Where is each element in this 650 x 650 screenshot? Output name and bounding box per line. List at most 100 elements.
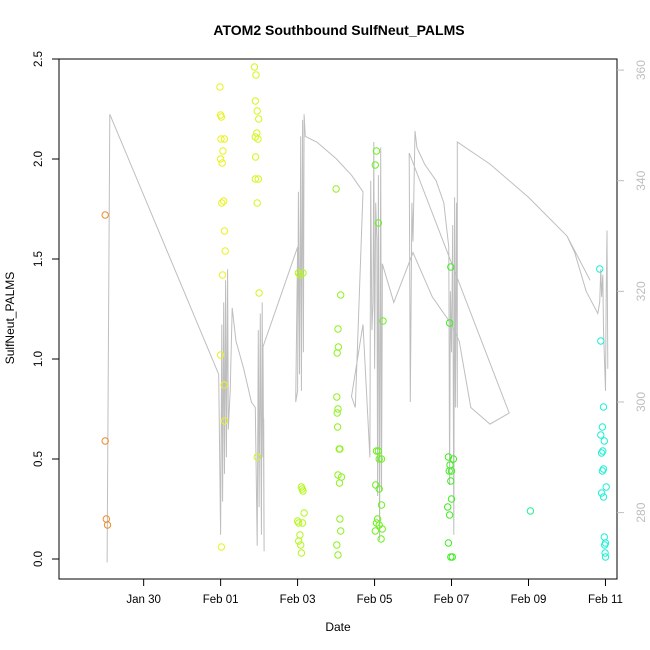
data-point [597,489,606,497]
x-tick-label: Feb 09 [511,594,547,606]
data-point [220,417,229,425]
data-point [447,477,455,485]
data-point [217,113,226,121]
data-point [253,453,261,461]
y-tick-label: 0.5 [33,451,45,467]
data-point [444,539,453,547]
data-point [447,467,456,475]
data-point [444,453,453,461]
y-tick-label: 1.0 [33,351,45,367]
data-point [375,455,383,463]
data-point [377,535,385,543]
data-point [251,153,260,161]
data-point [293,517,302,525]
data-point [103,521,112,529]
data-point [251,175,260,183]
data-point [217,135,225,143]
y2-tick-label: 300 [634,392,648,412]
data-point [377,501,386,509]
y-axis-left: 0.0 0.5 1.0 1.5 2.0 2.5 [33,51,59,567]
data-point [371,161,379,169]
data-point [297,549,306,557]
x-axis: Jan 30 Feb 01 Feb 03 Feb 05 Feb 07 Feb 09 Feb … [126,578,623,606]
data-point [597,431,605,439]
data-point [297,541,305,549]
data-point [220,227,229,235]
y-tick-label: 0.0 [33,551,45,567]
data-point [216,155,225,163]
data-point [377,455,386,463]
data-point [253,199,261,207]
data-point [597,337,605,345]
data-point [334,343,343,351]
x-tick-label: Feb 05 [357,594,393,606]
data-point [219,147,227,155]
data-point [447,263,455,271]
data-point [218,199,226,207]
y-tick-label: 2.5 [33,51,45,67]
data-point [296,531,304,539]
data-point [447,553,455,561]
data-point [374,219,383,227]
x-tick-label: Feb 03 [280,594,316,606]
data-point [334,405,342,413]
data-point [600,533,608,541]
data-point [375,485,383,493]
data-point [445,511,454,519]
y2-tick-label: 280 [634,502,648,522]
data-point [251,97,260,105]
secondary-trace-line [106,114,609,563]
data-point [601,549,609,557]
data-point [253,107,261,115]
data-point [220,197,228,205]
data-point [220,135,229,143]
data-point [336,445,344,453]
data-point [334,325,342,333]
data-point [447,495,456,503]
data-point [332,185,340,193]
data-point [333,409,341,417]
data-point [216,351,225,359]
data-point [371,527,379,535]
data-point [601,553,610,561]
data-point [298,519,307,527]
data-point [337,291,345,299]
data-point [299,269,307,277]
data-point [597,449,606,457]
data-point [598,423,607,431]
y2-tick-label: 360 [634,60,648,80]
data-point [335,479,344,487]
data-point [598,467,607,475]
data-point [372,447,381,455]
data-point [599,447,607,455]
y-tick-label: 1.5 [33,251,45,267]
y2-tick-label: 340 [634,170,648,190]
data-point [333,393,341,401]
data-point [217,543,226,551]
plot-frame [58,58,618,580]
y-axis-right: 280 300 320 340 360 [617,60,648,523]
data-point [337,527,345,535]
data-point [300,509,308,517]
data-point [254,135,262,143]
data-point [374,447,383,455]
secondary-trace-layer [106,114,609,563]
data-point [218,159,226,167]
x-axis-title: Date [325,620,351,634]
data-point [102,515,111,523]
chart-title: ATOM2 Southbound SulfNeut_PALMS [213,22,464,38]
data-point [445,467,453,475]
data-point [599,493,608,501]
data-point [444,503,452,511]
data-point [599,403,608,411]
data-point [449,455,458,463]
data-point [333,423,342,431]
data-point [596,265,604,273]
data-point [333,541,341,549]
data-point [220,381,228,389]
data-point [600,437,608,445]
data-point [218,271,227,279]
data-point [445,319,454,327]
data-point [526,507,535,515]
